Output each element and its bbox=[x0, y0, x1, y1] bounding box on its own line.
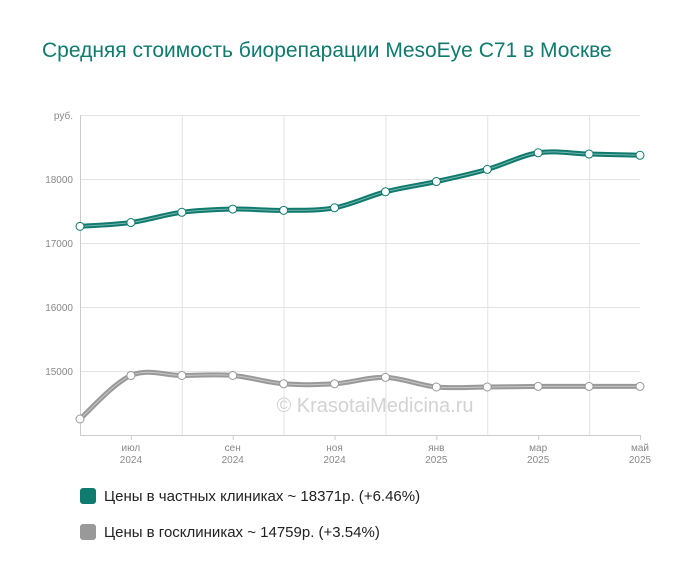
data-point bbox=[177, 207, 187, 217]
legend-label-public: Цены в госклиниках ~ 14759р. (+3.54%) bbox=[104, 523, 380, 541]
legend: Цены в частных клиниках ~ 18371р. (+6.46… bbox=[80, 484, 420, 556]
data-point bbox=[279, 205, 289, 215]
data-point bbox=[380, 372, 390, 382]
x-tick-label-year: 2025 bbox=[527, 455, 550, 466]
x-tick-label-month: июл bbox=[122, 443, 141, 454]
watermark: © KrasotaiMedicina.ru bbox=[276, 395, 473, 417]
x-tick-label-month: сен bbox=[225, 443, 241, 454]
data-point bbox=[380, 187, 390, 197]
data-point bbox=[75, 221, 85, 231]
data-point bbox=[533, 148, 543, 158]
legend-item-public[interactable]: Цены в госклиниках ~ 14759р. (+3.54%) bbox=[80, 520, 420, 544]
data-point bbox=[584, 149, 594, 159]
x-tick-label-year: 2024 bbox=[120, 455, 143, 466]
x-tick-label-month: май bbox=[631, 443, 649, 454]
data-point bbox=[533, 381, 543, 391]
legend-swatch-public bbox=[80, 524, 96, 540]
data-point bbox=[228, 204, 238, 214]
legend-label-private: Цены в частных клиниках ~ 18371р. (+6.46… bbox=[104, 487, 421, 505]
y-tick-label: 16000 bbox=[45, 303, 73, 314]
y-unit-label: руб. bbox=[54, 110, 73, 122]
chart-title: Средняя стоимость биорепарации MesoEye C… bbox=[42, 39, 612, 62]
data-point bbox=[330, 379, 340, 389]
data-point bbox=[75, 414, 85, 424]
data-point bbox=[482, 164, 492, 174]
y-tick-label: 15000 bbox=[45, 367, 73, 378]
x-tick-label-year: 2024 bbox=[222, 455, 245, 466]
data-point bbox=[228, 370, 238, 380]
y-tick-label: 17000 bbox=[45, 239, 73, 250]
data-point bbox=[635, 150, 645, 160]
data-point bbox=[431, 177, 441, 187]
x-tick-label-year: 2025 bbox=[629, 455, 652, 466]
x-tick-label-year: 2024 bbox=[323, 455, 346, 466]
x-tick-label-year: 2025 bbox=[425, 455, 448, 466]
data-point bbox=[177, 370, 187, 380]
x-tick-label-month: ноя bbox=[326, 443, 343, 454]
legend-swatch-private bbox=[80, 488, 96, 504]
data-point bbox=[279, 379, 289, 389]
data-point bbox=[330, 203, 340, 213]
series-line-highlight bbox=[79, 151, 641, 227]
legend-item-private[interactable]: Цены в частных клиниках ~ 18371р. (+6.46… bbox=[80, 484, 420, 508]
y-tick-label: 18000 bbox=[45, 175, 73, 186]
data-point bbox=[431, 382, 441, 392]
data-point bbox=[126, 370, 136, 380]
data-point bbox=[126, 218, 136, 228]
data-point bbox=[635, 381, 645, 391]
data-point bbox=[584, 381, 594, 391]
x-tick-label-month: мар bbox=[529, 443, 547, 454]
data-point bbox=[482, 382, 492, 392]
x-tick-label-month: янв bbox=[428, 443, 444, 454]
